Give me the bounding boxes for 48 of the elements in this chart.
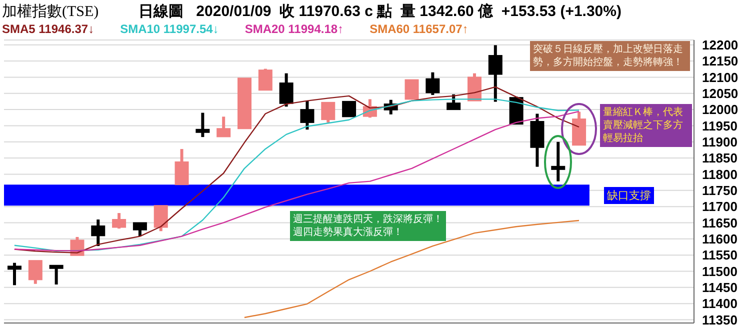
y-tick-label: 11750 [702,183,738,198]
text: SMA5 11946.37↓ [2,22,94,36]
candlestick [321,102,336,122]
y-tick-label: 12050 [702,86,738,101]
y-tick-label: 12150 [702,54,738,69]
y-tick-label: 11600 [702,232,738,247]
candlestick [300,100,314,130]
candlestick [174,148,189,186]
candlestick [216,116,231,138]
candlestick [426,72,440,95]
y-tick-label: 11800 [702,166,738,182]
candlestick [258,68,272,91]
candlestick [28,260,42,284]
candlestick [551,142,566,182]
candlestick [112,213,126,229]
candlestick [196,112,210,138]
y-tick-label: 11650 [702,215,738,230]
y-tick-label: 11850 [702,150,738,166]
candlestick [404,79,419,100]
chart-title: 加權指數(TSE) [2,2,99,20]
y-tick-label: 11350 [702,312,738,328]
candlestick [49,264,64,285]
y-tick-label: 11950 [702,118,738,134]
candlestick [8,262,22,286]
candlestick [488,45,502,102]
y-tick-label: 11450 [702,280,738,296]
y-tick-label: 11400 [702,296,738,312]
candlestick [132,222,147,236]
y-tick-label: 11700 [702,199,738,214]
annotation: 突破５日線反壓，加上改變日落走勢，多方開始控盤，走勢將轉強！ [530,41,690,71]
y-tick-label: 12200 [702,37,738,52]
text: SMA20 11994.18↑ [244,22,344,36]
y-tick-label: 12100 [702,70,738,85]
chart-subtitle: 日線圖 2020/01/09 收 11970.63 c 點 量 1342.60 億 +153.53 (+1.30%) [138,2,622,20]
candlestick [91,220,106,246]
text: SMA60 11657.07↑ [370,22,468,36]
y-tick-label: 12000 [702,102,738,118]
candlestick [446,94,461,110]
annotation: 週三提醒連跌四天，跌深將反彈！週四走勢果真大漲反彈！ [290,211,446,241]
text: SMA10 11997.54↓ [120,22,219,36]
candlestick [342,100,356,118]
candlestick [279,73,294,107]
y-tick-label: 11500 [702,264,738,279]
y-tick-label: 11900 [702,134,738,150]
candlestick [154,205,168,232]
y-tick-label: 11550 [702,248,738,263]
text: 量縮紅Ｋ棒，代表賣壓減輕之下多方輕易拉抬 [600,104,692,147]
band-label: 缺口支撐 [604,187,654,204]
